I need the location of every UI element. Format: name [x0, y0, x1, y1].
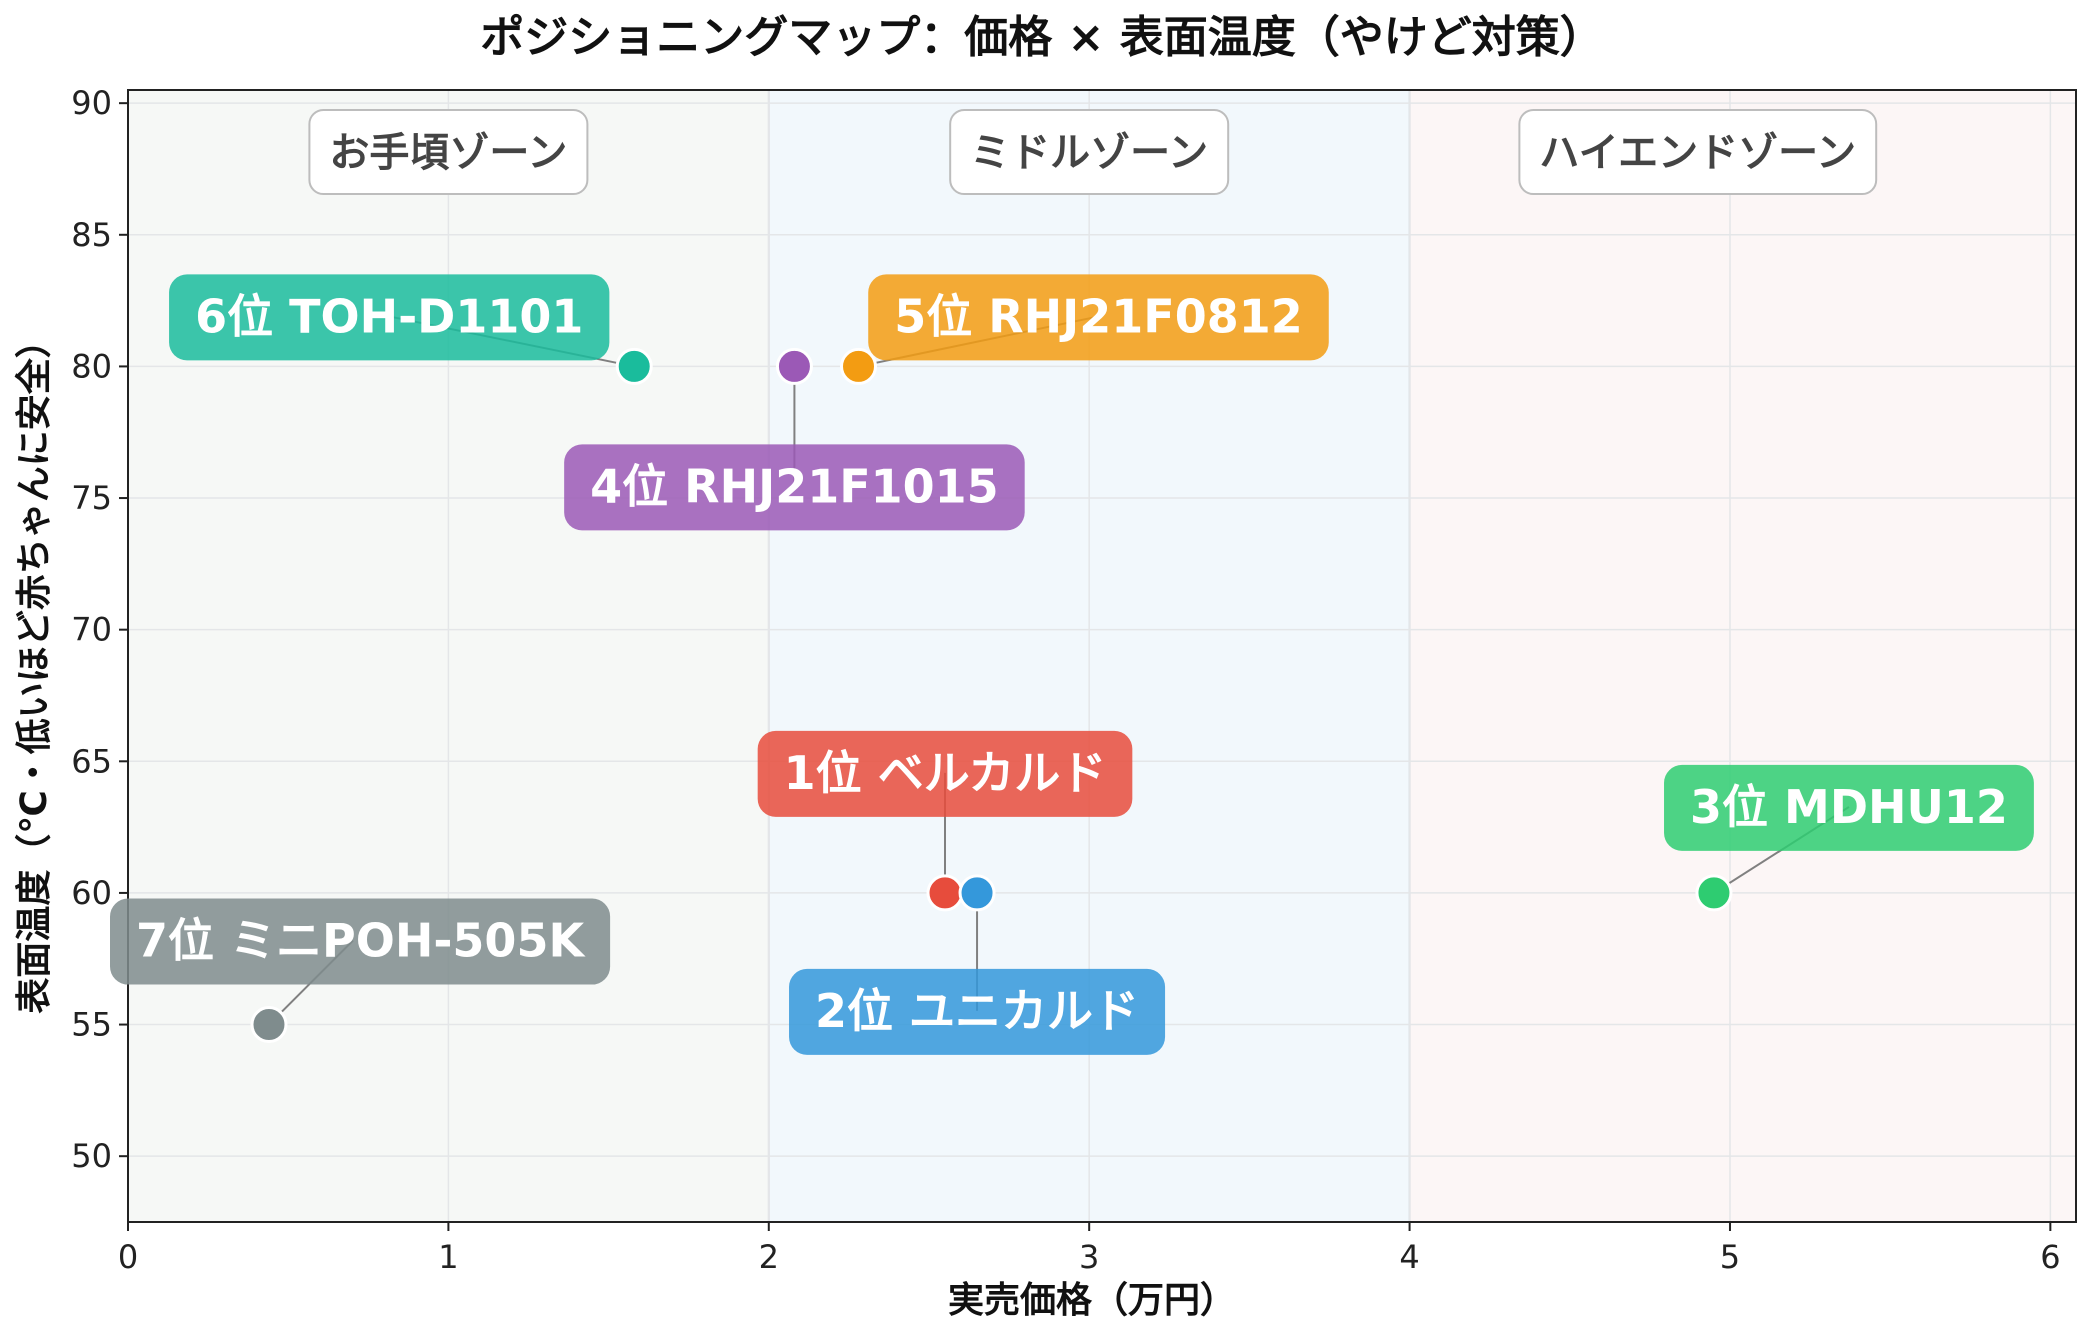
point-label-5: 5位 RHJ21F0812	[868, 274, 1329, 361]
y-tick-label: 55	[71, 1006, 112, 1044]
point-label-1: 1位 ベルカルド	[757, 730, 1133, 817]
zone-label-text: お手頃ゾーン	[329, 130, 567, 176]
zone-label-3: ハイエンドゾーン	[1518, 109, 1878, 195]
point-label-7: 7位 ミニPOH-505K	[110, 898, 611, 985]
point-label-text: 7位 ミニPOH-505K	[136, 914, 586, 968]
x-tick-label: 0	[118, 1238, 138, 1276]
data-point	[775, 347, 813, 385]
point-label-3: 3位 MDHU12	[1664, 764, 2034, 851]
point-label-6: 6位 TOH-D1101	[169, 274, 610, 361]
point-label-2: 2位 ユニカルド	[789, 968, 1166, 1055]
point-label-text: 2位 ユニカルド	[815, 984, 1139, 1038]
data-points	[250, 347, 1733, 1044]
point-label-text: 5位 RHJ21F0812	[894, 289, 1303, 343]
point-label-box	[868, 274, 1329, 361]
data-point	[958, 874, 996, 912]
y-tick-label: 85	[71, 216, 112, 254]
plot-frame	[127, 89, 2077, 1223]
zone-label-2: ミドルゾーン	[949, 109, 1230, 195]
zone-label-box	[1518, 109, 1878, 195]
y-tick-label: 75	[71, 479, 112, 517]
y-tick-label: 50	[71, 1137, 112, 1175]
x-tick-label: 2	[759, 1238, 779, 1276]
y-tick-label: 60	[71, 874, 112, 912]
point-label-text: 1位 ベルカルド	[784, 746, 1107, 800]
point-label-box	[110, 898, 611, 985]
point-label-box	[757, 730, 1133, 817]
data-point	[250, 1006, 288, 1044]
x-tick-label: 5	[1720, 1238, 1740, 1276]
x-tick-label: 6	[2040, 1238, 2060, 1276]
x-axis-label: 実売価格（万円）	[948, 1280, 1236, 1321]
x-axis-ticks: 0 1 2 3 4 5 6	[118, 1222, 2061, 1276]
y-tick-label: 70	[71, 611, 112, 649]
point-label-box	[564, 444, 1025, 531]
data-point	[926, 874, 964, 912]
zone-label-box	[949, 109, 1230, 195]
x-tick-label: 1	[438, 1238, 458, 1276]
y-tick-label: 90	[71, 84, 112, 122]
zone-label-text: ハイエンドゾーン	[1539, 130, 1856, 176]
zone-label-1: お手頃ゾーン	[308, 109, 589, 195]
point-labels: 1位 ベルカルド 2位 ユニカルド 3位 MDHU12 4位 RHJ21F1015 5位…	[110, 274, 2034, 1055]
zone-label-text: ミドルゾーン	[970, 130, 1208, 176]
y-tick-label: 65	[71, 742, 112, 780]
zone-label-box	[308, 109, 589, 195]
point-label-box	[789, 968, 1166, 1055]
data-point	[1695, 874, 1733, 912]
zone-labels: お手頃ゾーン ミドルゾーン ハイエンドゾーン	[308, 109, 1878, 195]
y-tick-label: 80	[71, 347, 112, 385]
point-label-box	[169, 274, 610, 361]
x-tick-label: 4	[1399, 1238, 1419, 1276]
point-label-box	[1664, 764, 2034, 851]
point-label-text: 6位 TOH-D1101	[195, 289, 583, 343]
zone-background-3	[1409, 90, 2076, 1222]
x-tick-label: 3	[1079, 1238, 1099, 1276]
point-label-text: 4位 RHJ21F1015	[590, 459, 999, 513]
data-point	[840, 347, 877, 385]
chart-title: ポジショニングマップ：価格 × 表面温度（やけど対策）	[480, 12, 1604, 63]
y-axis-label: 表面温度（℃・低いほど赤ちゃんに安全）	[13, 322, 55, 1014]
data-point	[615, 347, 653, 385]
y-axis-ticks: 50 55 60 65 70 75 80 85 90	[71, 84, 128, 1175]
point-label-text: 3位 MDHU12	[1690, 780, 2008, 834]
point-label-4: 4位 RHJ21F1015	[564, 444, 1025, 531]
